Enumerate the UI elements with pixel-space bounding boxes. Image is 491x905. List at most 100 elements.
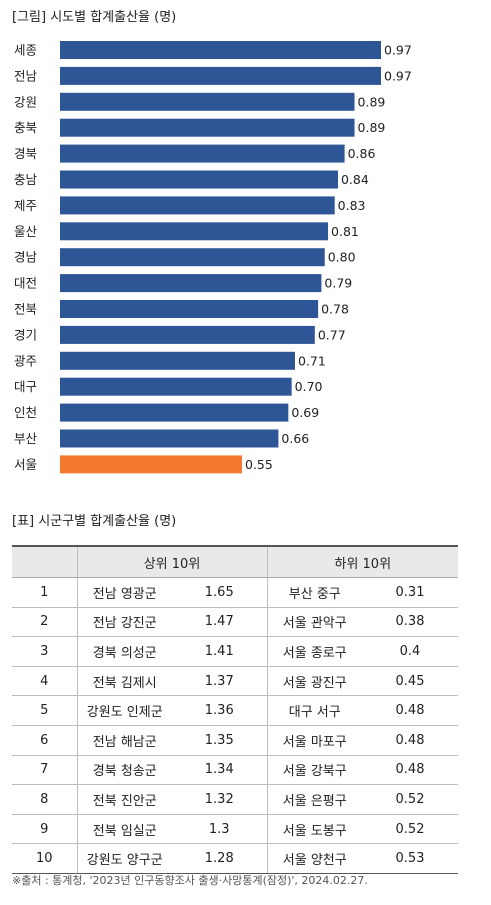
top-region-cell: 전북 진안군 <box>76 784 172 815</box>
category-label: 경기 <box>14 327 37 342</box>
bottom-value-cell: 0.31 <box>362 577 458 608</box>
category-label: 전북 <box>14 302 37 317</box>
value-label: 0.69 <box>291 405 319 420</box>
category-label: 제주 <box>14 198 37 213</box>
rank-cell: 9 <box>12 814 77 845</box>
bar <box>60 325 315 344</box>
value-label: 0.71 <box>298 353 326 368</box>
category-label: 충남 <box>14 172 38 187</box>
top-value-cell: 1.3 <box>172 814 267 845</box>
category-label: 세종 <box>14 43 37 58</box>
bottom-value-cell: 0.4 <box>362 636 458 667</box>
value-label: 0.97 <box>384 68 412 83</box>
category-label: 울산 <box>14 224 38 239</box>
value-label: 0.80 <box>328 250 356 265</box>
bar <box>60 196 335 215</box>
bottom-region-cell: 서울 양천구 <box>266 843 362 874</box>
table-title: [표] 시군구별 합계출산율 (명) <box>12 514 177 529</box>
bar <box>60 351 295 370</box>
value-label: 0.81 <box>331 224 359 239</box>
top-region-cell: 경북 청송군 <box>76 755 172 786</box>
bar <box>60 455 243 474</box>
bottom-region-cell: 서울 은평구 <box>266 784 362 815</box>
category-label: 대구 <box>14 379 37 394</box>
value-label: 0.86 <box>348 146 376 161</box>
ranking-table: 상위 10위 하위 10위 1 전남 영광군 1.65 부산 중구 0.31 2 전남 강진… <box>12 545 458 874</box>
source-note: ※출처 : 통계청, '2023년 인구동향조사 출생·사망통계(잠정)', 2… <box>12 874 368 887</box>
value-label: 0.78 <box>321 302 349 317</box>
table-row: 3 경북 의성군 1.41 서울 종로구 0.4 <box>12 636 458 667</box>
top-value-cell: 1.47 <box>172 607 267 638</box>
table-row: 9 전북 임실군 1.3 서울 도봉구 0.52 <box>12 814 458 845</box>
category-label: 인천 <box>14 405 37 420</box>
table-row: 4 전북 김제시 1.37 서울 광진구 0.45 <box>12 666 458 697</box>
value-label: 0.55 <box>245 457 273 472</box>
category-label: 대전 <box>14 276 37 291</box>
rank-cell: 10 <box>12 843 77 874</box>
value-label: 0.89 <box>358 120 386 135</box>
table-row: 5 강원도 인제군 1.36 대구 서구 0.48 <box>12 695 458 726</box>
category-label: 충북 <box>14 120 37 135</box>
rank-cell: 3 <box>12 636 77 667</box>
chart-title: [그림] 시도별 합계출산율 (명) <box>12 10 177 25</box>
bar <box>60 222 329 241</box>
bottom-value-cell: 0.45 <box>362 666 458 697</box>
table-header-row: 상위 10위 하위 10위 <box>12 545 458 578</box>
bar <box>60 300 319 318</box>
bar <box>60 377 292 396</box>
value-label: 0.83 <box>338 198 366 213</box>
bar <box>60 41 381 59</box>
top-region-cell: 전남 해남군 <box>76 725 172 756</box>
bar <box>60 66 381 85</box>
header-rank <box>12 545 77 578</box>
table-row: 8 전북 진안군 1.32 서울 은평구 0.52 <box>12 784 458 815</box>
table-row: 6 전남 해남군 1.35 서울 마포구 0.48 <box>12 725 458 756</box>
top-value-cell: 1.41 <box>172 636 267 667</box>
top-region-cell: 경북 의성군 <box>76 636 172 667</box>
value-label: 0.84 <box>341 172 369 187</box>
top-value-cell: 1.28 <box>172 843 267 874</box>
bar <box>60 144 345 163</box>
rank-cell: 5 <box>12 695 77 726</box>
top-region-cell: 강원도 인제군 <box>76 695 172 726</box>
value-label: 0.89 <box>358 94 386 109</box>
table-row: 2 전남 강진군 1.47 서울 관악구 0.38 <box>12 607 458 638</box>
bar <box>60 274 322 293</box>
top-region-cell: 전북 임실군 <box>76 814 172 845</box>
rank-cell: 8 <box>12 784 77 815</box>
bottom-region-cell: 부산 중구 <box>266 577 362 608</box>
bottom-value-cell: 0.38 <box>362 607 458 638</box>
top-region-cell: 전남 영광군 <box>76 577 172 608</box>
header-bottom10: 하위 10위 <box>266 545 458 578</box>
bottom-value-cell: 0.52 <box>362 814 458 845</box>
bottom-region-cell: 서울 종로구 <box>266 636 362 667</box>
bottom-value-cell: 0.52 <box>362 784 458 815</box>
bar <box>60 429 279 448</box>
rank-cell: 1 <box>12 577 77 608</box>
top-region-cell: 전북 김제시 <box>76 666 172 697</box>
bottom-region-cell: 대구 서구 <box>266 695 362 726</box>
bar <box>60 92 355 111</box>
top-value-cell: 1.65 <box>172 577 267 608</box>
rank-cell: 6 <box>12 725 77 756</box>
top-region-cell: 강원도 양구군 <box>76 843 172 874</box>
top-value-cell: 1.36 <box>172 695 267 726</box>
category-label: 부산 <box>14 431 38 446</box>
category-label: 서울 <box>14 457 37 472</box>
table-row: 7 경북 청송군 1.34 서울 강북구 0.48 <box>12 755 458 786</box>
bottom-region-cell: 서울 도봉구 <box>266 814 362 845</box>
top-region-cell: 전남 강진군 <box>76 607 172 638</box>
top-value-cell: 1.32 <box>172 784 267 815</box>
bar <box>60 403 289 422</box>
table-row: 10 강원도 양구군 1.28 서울 양천구 0.53 <box>12 843 458 874</box>
top-value-cell: 1.35 <box>172 725 267 756</box>
rank-cell: 7 <box>12 755 77 786</box>
top-value-cell: 1.37 <box>172 666 267 697</box>
bottom-value-cell: 0.48 <box>362 725 458 756</box>
rank-cell: 2 <box>12 607 77 638</box>
bottom-region-cell: 서울 광진구 <box>266 666 362 697</box>
category-label: 광주 <box>14 353 37 368</box>
value-label: 0.79 <box>324 276 352 291</box>
value-label: 0.77 <box>318 327 346 342</box>
bar <box>60 118 355 137</box>
